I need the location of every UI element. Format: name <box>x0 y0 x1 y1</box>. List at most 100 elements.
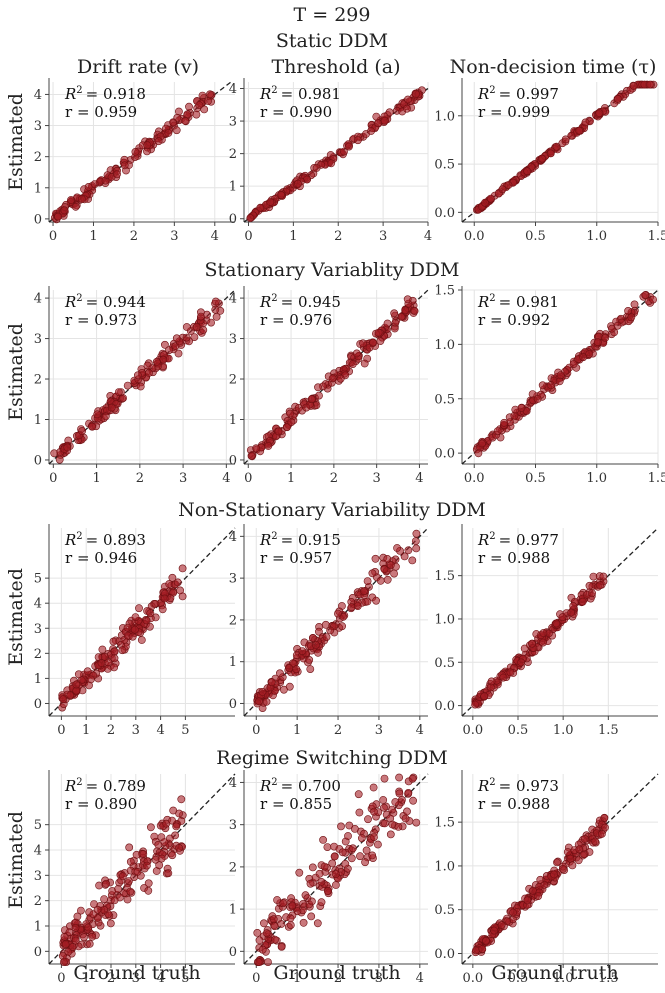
data-point <box>403 95 412 104</box>
data-point <box>348 844 357 853</box>
data-point <box>395 789 404 798</box>
data-point <box>154 137 163 146</box>
data-point <box>61 940 70 948</box>
data-point <box>397 312 406 321</box>
y-tick-label: 3 <box>229 332 237 347</box>
row-title-2: Non-Stationary Variability DDM <box>178 499 486 521</box>
figure-title: T = 299 <box>294 4 371 26</box>
x-tick-label: 4 <box>416 723 424 738</box>
y-tick-label: 4 <box>229 530 237 545</box>
data-point <box>135 604 143 613</box>
data-point <box>158 605 167 614</box>
r-squared-exponent: 2 <box>271 531 277 542</box>
data-point <box>174 349 183 358</box>
data-point <box>409 796 417 805</box>
data-point <box>77 906 85 915</box>
data-point <box>497 921 506 929</box>
data-point <box>359 587 368 596</box>
data-point <box>529 886 537 895</box>
data-point <box>408 556 417 565</box>
data-point <box>206 90 214 99</box>
data-point <box>137 636 146 644</box>
data-point <box>114 388 123 396</box>
data-point <box>259 919 268 928</box>
x-tick-label: 1 <box>293 971 301 986</box>
data-point <box>88 932 96 941</box>
data-point <box>270 922 279 931</box>
data-point <box>87 675 95 684</box>
x-tick-label: 2 <box>130 229 138 244</box>
data-point <box>107 403 116 412</box>
data-point <box>558 613 567 622</box>
data-point <box>159 355 168 364</box>
data-point <box>341 860 350 868</box>
y-tick-label: 0 <box>34 697 42 712</box>
data-point <box>313 919 322 928</box>
data-point <box>360 359 369 368</box>
y-tick-label: 1 <box>229 903 237 918</box>
y-tick-label: 4 <box>34 844 42 859</box>
data-point <box>585 581 594 590</box>
y-axis-label-1: Estimated <box>5 323 27 421</box>
x-tick-label: 1.0 <box>586 229 607 244</box>
x-tick-label: 5 <box>181 971 189 986</box>
r-squared-value: = 0.977 <box>499 531 559 549</box>
y-tick-label: 0 <box>229 945 237 960</box>
column-title-ndt: Non-decision time (τ) <box>450 56 657 78</box>
data-point <box>182 333 191 342</box>
data-point <box>323 887 332 895</box>
data-point <box>109 637 118 646</box>
data-point <box>71 936 80 945</box>
r-squared-exponent: 2 <box>489 777 495 788</box>
data-point <box>520 644 529 653</box>
data-point <box>340 147 348 156</box>
data-point <box>534 892 543 900</box>
data-point <box>523 167 532 176</box>
r-squared-exponent: 2 <box>489 293 495 304</box>
y-tick-label: 2 <box>34 373 42 388</box>
x-axis-label-drift: Ground truth <box>73 962 200 984</box>
data-point <box>327 159 336 168</box>
data-point <box>84 923 93 932</box>
data-point <box>404 789 413 797</box>
data-point <box>539 638 547 647</box>
x-tick-label: 2 <box>334 971 342 986</box>
data-point <box>143 141 152 150</box>
data-point <box>354 790 363 799</box>
data-point <box>368 569 377 578</box>
y-tick-label: 3 <box>229 818 237 833</box>
r-squared-symbol: R <box>477 85 489 103</box>
y-tick-label: 0.5 <box>434 392 455 407</box>
data-point <box>192 110 201 119</box>
data-point <box>128 632 137 641</box>
y-tick-label: 2 <box>34 150 42 165</box>
r-squared-label: R2 = 0.893 <box>64 531 146 549</box>
data-point <box>258 945 267 954</box>
x-tick-label: 3 <box>132 723 140 738</box>
data-point <box>581 118 590 127</box>
y-tick-label: 0.5 <box>434 903 455 918</box>
data-point <box>192 323 201 331</box>
x-tick-label: 1 <box>82 971 90 986</box>
data-point <box>126 887 135 896</box>
data-point <box>402 104 411 113</box>
y-tick-label: 0.0 <box>434 699 455 714</box>
data-point <box>253 929 262 937</box>
r-squared-symbol: R <box>259 293 271 311</box>
data-point <box>567 608 575 617</box>
y-tick-label: 1 <box>229 180 237 195</box>
y-tick-label: 1 <box>34 413 42 428</box>
data-point <box>376 337 385 345</box>
data-point <box>142 616 151 625</box>
data-point <box>374 328 383 337</box>
data-point <box>273 896 281 904</box>
data-point <box>574 856 583 865</box>
x-tick-label: 3 <box>132 971 140 986</box>
x-tick-label: 1 <box>89 229 97 244</box>
y-tick-label: 4 <box>34 597 42 612</box>
y-tick-label: 1.0 <box>434 612 455 627</box>
data-point <box>165 834 174 843</box>
y-tick-label: 3 <box>34 332 42 347</box>
